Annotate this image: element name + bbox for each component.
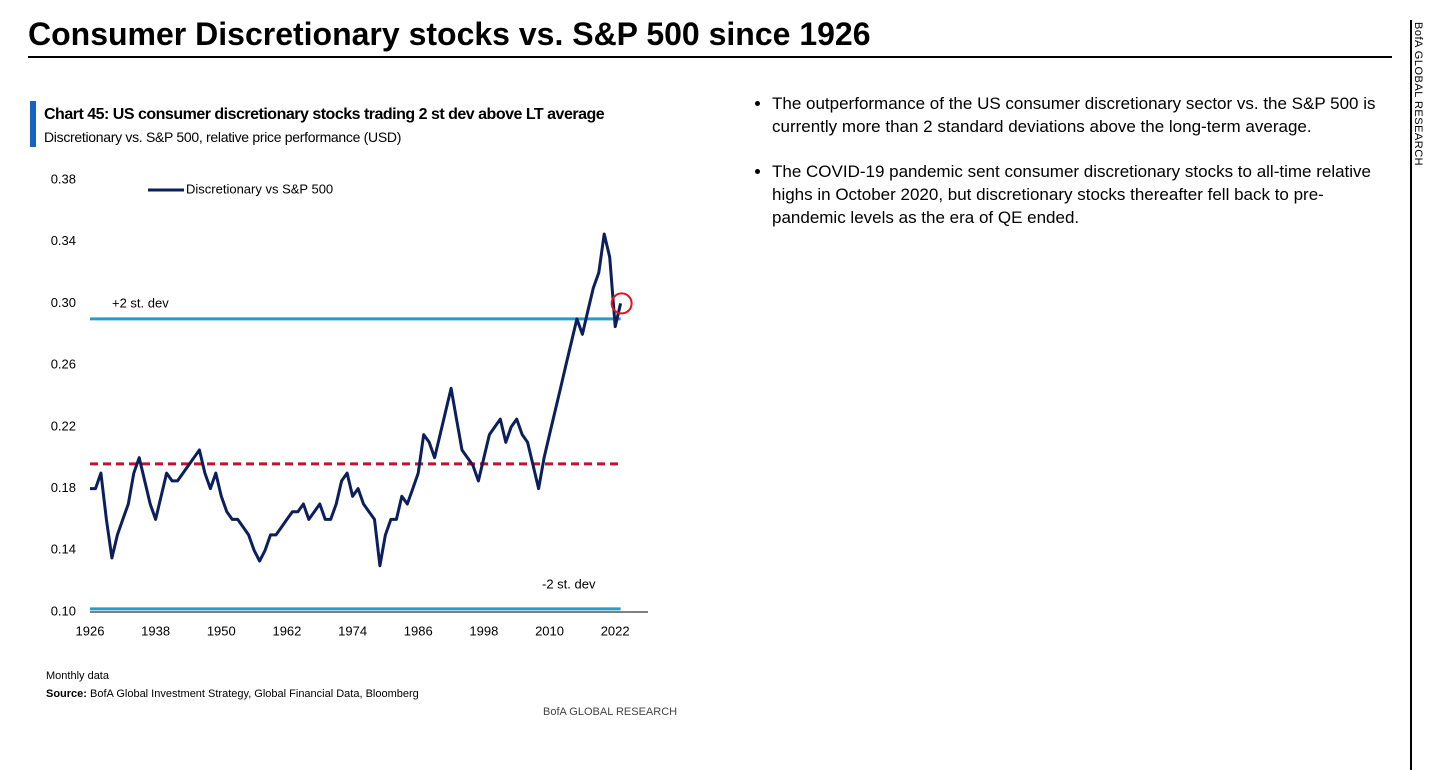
x-tick-label: 1974 [338,623,367,638]
y-tick-label: 0.34 [51,233,76,248]
reference-label: +2 st. dev [112,295,169,310]
title-rule [28,56,1392,58]
y-tick-label: 0.10 [51,603,76,618]
y-tick-label: 0.14 [51,542,76,557]
source-text: BofA Global Investment Strategy, Global … [90,688,419,700]
chart-note: Monthly data [46,670,109,682]
x-tick-label: 2022 [601,623,630,638]
source-label: Source: [46,688,87,700]
bullet: The outperformance of the US consumer di… [772,92,1392,138]
side-rule [1410,20,1412,770]
series-line [90,232,623,568]
x-tick-label: 1962 [272,623,301,638]
chart: 0.10 0.14 0.18 0.22 0.26 0.30 0.34 0.38 1926 1938… [51,171,648,638]
chart-title: Chart 45: US consumer discretionary stoc… [44,106,605,123]
x-tick-label: 2010 [535,623,564,638]
x-tick-label: 1938 [141,623,170,638]
side-label: BofA GLOBAL RESEARCH [1412,22,1424,167]
page-title: Consumer Discretionary stocks vs. S&P 50… [28,16,871,52]
x-tick-label: 1998 [469,623,498,638]
bullet-list: The outperformance of the US consumer di… [730,92,1392,251]
bullet: The COVID-19 pandemic sent consumer disc… [772,160,1392,229]
y-tick-label: 0.26 [51,357,76,372]
y-tick-label: 0.22 [51,418,76,433]
chart-source: Source: BofA Global Investment Strategy,… [46,688,419,700]
chart-subtitle: Discretionary vs. S&P 500, relative pric… [44,129,402,145]
legend-label: Discretionary vs S&P 500 [186,181,333,196]
chart-accent [30,101,36,147]
x-tick-label: 1926 [76,623,105,638]
highlight-marker [610,292,633,315]
chart-credit: BofA GLOBAL RESEARCH [543,706,678,718]
x-tick-label: 1950 [207,623,236,638]
y-tick-label: 0.18 [51,480,76,495]
y-tick-label: 0.38 [51,171,76,186]
y-tick-label: 0.30 [51,295,76,310]
x-tick-label: 1986 [404,623,433,638]
reference-label: -2 st. dev [542,576,596,591]
